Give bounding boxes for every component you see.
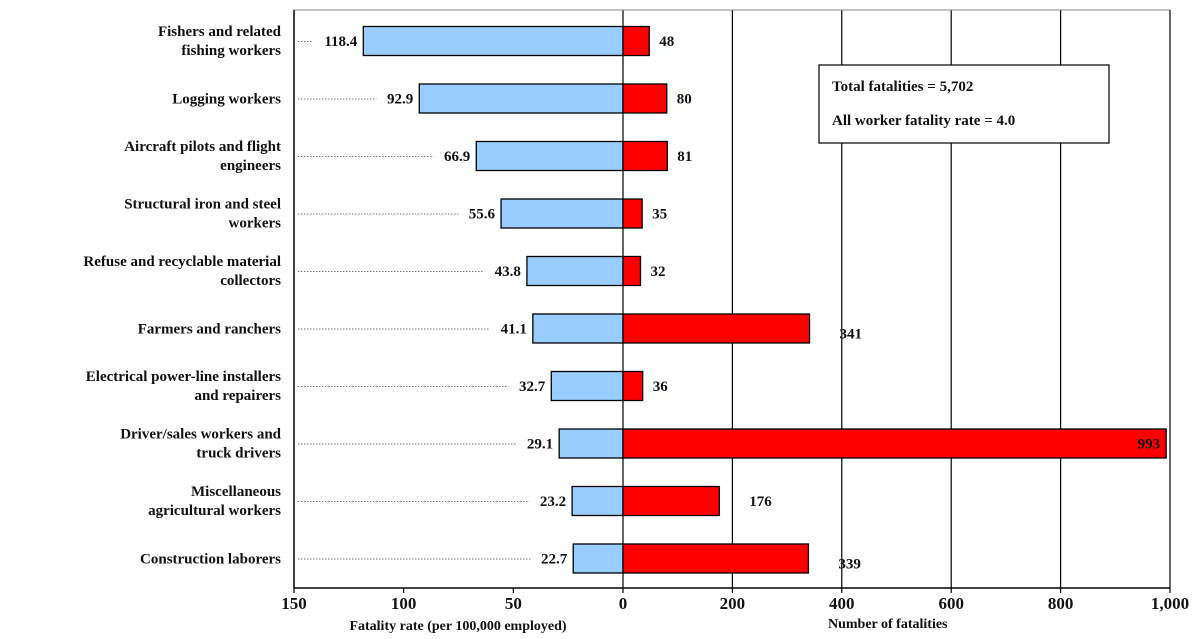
fatality-rate-note: All worker fatality rate = 4.0 <box>832 113 1015 129</box>
count-value-label: 36 <box>653 379 669 395</box>
rate-bar <box>571 485 624 517</box>
count-bar <box>622 428 1167 459</box>
category-label: fishing workers <box>181 43 281 59</box>
count-value-label: 339 <box>838 557 861 573</box>
category-label: workers <box>229 216 282 232</box>
rate-value-label: 29.1 <box>527 437 553 453</box>
rate-value-label: 118.4 <box>324 34 357 50</box>
category-label: Refuse and recyclable material <box>83 254 281 270</box>
count-bar <box>622 485 720 517</box>
category-label: truck drivers <box>196 446 281 462</box>
x-tick-label: 200 <box>720 594 746 613</box>
rate-bar <box>475 140 624 172</box>
count-bar <box>622 25 650 57</box>
category-label: Construction laborers <box>140 552 281 568</box>
category-label: collectors <box>220 273 281 289</box>
x-tick-label: 150 <box>281 594 307 613</box>
count-bar <box>622 83 668 114</box>
count-value-label: 32 <box>651 264 666 280</box>
rate-value-label: 55.6 <box>469 207 496 223</box>
category-label: Miscellaneous <box>191 484 281 500</box>
rate-value-label: 32.7 <box>519 379 546 395</box>
count-bar <box>622 370 644 402</box>
rate-bar <box>526 255 624 287</box>
rate-bar <box>500 198 624 229</box>
category-label: Farmers and ranchers <box>138 322 281 338</box>
category-label: Electrical power-line installers <box>86 369 281 385</box>
x-tick-label: 400 <box>829 594 855 613</box>
category-label: Aircraft pilots and flight <box>124 139 281 155</box>
rate-bar <box>558 428 624 459</box>
x-tick-label: 1,000 <box>1151 594 1189 613</box>
count-value-label: 48 <box>659 34 674 50</box>
category-label: Logging workers <box>172 92 281 108</box>
count-value-label: 35 <box>652 207 667 223</box>
rate-bar <box>418 83 624 114</box>
category-label: engineers <box>220 158 281 174</box>
rate-value-label: 41.1 <box>501 322 527 338</box>
x-tick-label: 800 <box>1048 594 1074 613</box>
category-label: Fishers and related <box>158 24 282 40</box>
category-label: Driver/sales workers and <box>120 427 281 443</box>
count-value-label: 176 <box>749 494 772 510</box>
rate-value-label: 66.9 <box>444 149 470 165</box>
x-tick-label: 0 <box>619 594 628 613</box>
x-tick-label: 100 <box>391 594 417 613</box>
rate-bar <box>532 313 624 344</box>
rate-bar <box>550 370 624 402</box>
rate-value-label: 92.9 <box>387 92 413 108</box>
rate-bar <box>362 25 624 57</box>
x-tick-label: 50 <box>505 594 522 613</box>
rate-value-label: 22.7 <box>541 552 568 568</box>
count-bar <box>622 313 811 344</box>
rate-value-label: 23.2 <box>540 494 566 510</box>
count-value-label: 341 <box>840 327 863 343</box>
left-axis-title: Fatality rate (per 100,000 employed) <box>349 619 566 634</box>
rate-value-label: 43.8 <box>495 264 521 280</box>
total-fatalities-note: Total fatalities = 5,702 <box>832 79 973 95</box>
rate-bar <box>572 543 624 574</box>
count-bar <box>622 198 643 229</box>
count-value-label: 993 <box>1138 437 1161 453</box>
count-value-label: 81 <box>677 149 692 165</box>
category-label: agricultural workers <box>148 503 281 519</box>
category-label: Structural iron and steel <box>124 197 281 213</box>
count-bar <box>622 543 810 574</box>
count-value-label: 80 <box>677 92 692 108</box>
x-tick-label: 600 <box>938 594 964 613</box>
right-axis-title: Number of fatalities <box>828 617 948 632</box>
count-bar <box>622 140 668 172</box>
stats-box <box>818 64 1110 144</box>
category-label: and repairers <box>194 388 281 404</box>
count-bar <box>622 255 642 287</box>
